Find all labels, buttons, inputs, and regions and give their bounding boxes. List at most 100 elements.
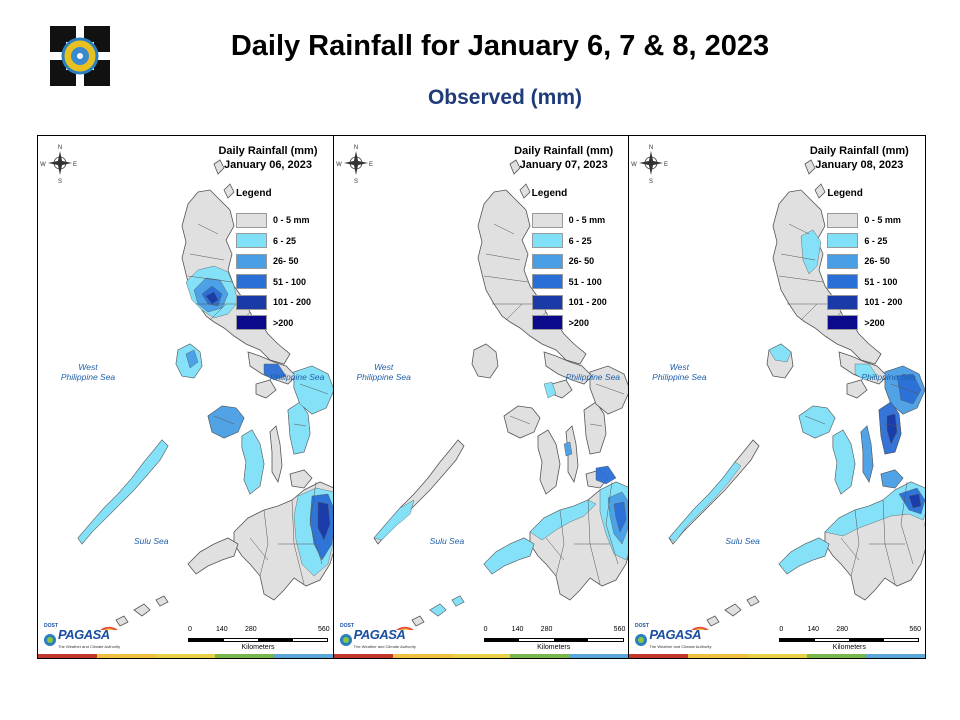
island-cebu bbox=[269, 425, 283, 484]
island-masbate bbox=[255, 379, 277, 399]
legend-title: Legend bbox=[236, 188, 272, 199]
sea-label-east: Philippine Sea bbox=[565, 372, 621, 382]
legend-swatch bbox=[236, 253, 267, 269]
sea-label-west: West Philippine Sea bbox=[356, 362, 411, 382]
legend-item: 6 - 25 bbox=[236, 231, 311, 252]
compass-e-label: E bbox=[73, 162, 77, 168]
compass-rose-icon: N S E W bbox=[336, 145, 373, 185]
rainfall-area bbox=[595, 465, 616, 485]
legend-swatch bbox=[531, 253, 563, 269]
legend-label: 26- 50 bbox=[864, 256, 890, 267]
legend-label: 101 - 200 bbox=[864, 297, 903, 308]
scale-tick-label: 560 bbox=[318, 626, 330, 633]
legend-label: >200 bbox=[864, 317, 885, 328]
philippines-map: N S E W bbox=[632, 145, 926, 627]
dost-pagasa-seal-logo bbox=[48, 24, 112, 88]
legend-swatch bbox=[236, 274, 267, 290]
scale-tick-label: 0 bbox=[188, 626, 192, 633]
scale-tick-label: 280 bbox=[836, 626, 849, 633]
panel-title-heading: Daily Rainfall (mm) bbox=[809, 145, 909, 157]
rainfall-area bbox=[77, 439, 169, 545]
pagasa-wordmark: PAGASA bbox=[649, 627, 701, 642]
island-luzon bbox=[772, 189, 882, 365]
legend-item: >200 bbox=[827, 313, 902, 334]
island-northIsl bbox=[213, 159, 235, 199]
compass-rose-icon: N S E W bbox=[40, 145, 77, 185]
legend-label: 6 - 25 bbox=[273, 235, 297, 246]
rainfall-area bbox=[317, 501, 331, 541]
sea-label-sulu: Sulu Sea bbox=[134, 536, 169, 546]
compass-n-label: N bbox=[354, 145, 358, 151]
rainfall-map-panel-jan-06[interactable]: N S E W Daily Rainfall (mm) January 06, 2023 L… bbox=[38, 136, 334, 658]
island-samar bbox=[589, 365, 629, 415]
scale-tick-label: 0 bbox=[483, 626, 488, 633]
legend-label: 0 - 5 mm bbox=[273, 215, 310, 226]
legend-item: 0 - 5 mm bbox=[827, 210, 902, 231]
rainfall-area bbox=[205, 291, 219, 305]
island-panay bbox=[503, 405, 541, 439]
sea-label-sulu: Sulu Sea bbox=[725, 536, 760, 546]
pagasa-tagline: The Weather and Climate Authority bbox=[649, 644, 712, 649]
rainfall-area bbox=[897, 373, 922, 405]
compass-w-label: W bbox=[40, 162, 46, 168]
island-mindoro bbox=[471, 343, 499, 379]
land-layer bbox=[373, 159, 629, 627]
legend-swatch bbox=[531, 212, 563, 228]
island-bohol bbox=[289, 469, 313, 489]
philippines-map: N S E W bbox=[40, 145, 333, 627]
legend-label: 0 - 5 mm bbox=[864, 215, 901, 226]
legend-label: >200 bbox=[273, 317, 294, 328]
rainfall-area bbox=[855, 363, 878, 381]
legend: 0 - 5 mm 6 - 25 26- 50 51 - 100 101 - 200 >20… bbox=[236, 210, 311, 333]
panel-title: Daily Rainfall (mm) January 06, 2023 bbox=[208, 144, 328, 172]
rainfall-area bbox=[801, 229, 822, 275]
legend-label: 101 - 200 bbox=[568, 297, 607, 308]
pagasa-tagline: The Weather and Climate Authority bbox=[58, 644, 121, 649]
dost-label: DOST bbox=[340, 623, 354, 629]
scale-bar: 0 140 280 560 Kilometers bbox=[188, 626, 330, 651]
legend-swatch bbox=[531, 294, 563, 310]
rainfall-area bbox=[563, 441, 572, 457]
rainfall-area bbox=[909, 493, 922, 509]
rainfall-area bbox=[483, 537, 534, 575]
compass-n-label: N bbox=[58, 145, 62, 151]
rainfall-area bbox=[861, 425, 874, 483]
island-northIsl bbox=[804, 159, 826, 199]
legend-item: 51 - 100 bbox=[531, 272, 607, 293]
legend-item: 26- 50 bbox=[531, 251, 607, 272]
sea-label-east: Philippine Sea bbox=[861, 372, 916, 382]
philippines-map: N S E W bbox=[336, 145, 629, 627]
island-masbate bbox=[551, 379, 573, 399]
rainfall-area bbox=[881, 469, 904, 489]
land-layer bbox=[77, 159, 333, 627]
legend-label: 6 - 25 bbox=[864, 235, 888, 246]
sea-label-west: West Philippine Sea bbox=[60, 362, 116, 382]
compass-n-label: N bbox=[649, 145, 653, 151]
legend-swatch bbox=[236, 315, 267, 331]
rainfall-map-panel-jan-07[interactable]: N S E W Daily Rainfall (mm) January 07, 2023 L… bbox=[333, 136, 630, 658]
compass-e-label: E bbox=[664, 162, 668, 168]
rainfall-map-panel-jan-08[interactable]: N S E W Daily Rainfall (mm) January 08, 2023 L… bbox=[629, 136, 926, 658]
legend-swatch bbox=[827, 212, 859, 228]
rainfall-area bbox=[185, 349, 199, 369]
sea-label-west: West Philippine Sea bbox=[652, 362, 707, 382]
scale-unit-label: Kilometers bbox=[832, 644, 866, 651]
sea-label-east: Philippine Sea bbox=[270, 372, 325, 382]
rainfall-area bbox=[263, 363, 287, 381]
scale-tick-label: 140 bbox=[807, 626, 820, 633]
legend-swatch bbox=[827, 315, 859, 331]
legend-label: 26- 50 bbox=[568, 256, 595, 267]
rainfall-area bbox=[373, 499, 414, 541]
scale-bar: 0 140 280 560 Kilometers bbox=[779, 626, 921, 651]
pagasa-wordmark: PAGASA bbox=[353, 627, 406, 642]
legend-swatch bbox=[531, 274, 563, 290]
island-northIsl bbox=[509, 159, 531, 199]
legend-item: 51 - 100 bbox=[827, 272, 902, 293]
legend-swatch bbox=[827, 253, 859, 269]
scale-bar: 0 140 280 560 Kilometers bbox=[483, 626, 625, 651]
legend-swatch bbox=[236, 212, 267, 228]
island-masbate bbox=[846, 379, 868, 399]
island-sulu bbox=[115, 595, 169, 627]
legend-item: 6 - 25 bbox=[531, 231, 607, 252]
legend-swatch bbox=[827, 274, 859, 290]
